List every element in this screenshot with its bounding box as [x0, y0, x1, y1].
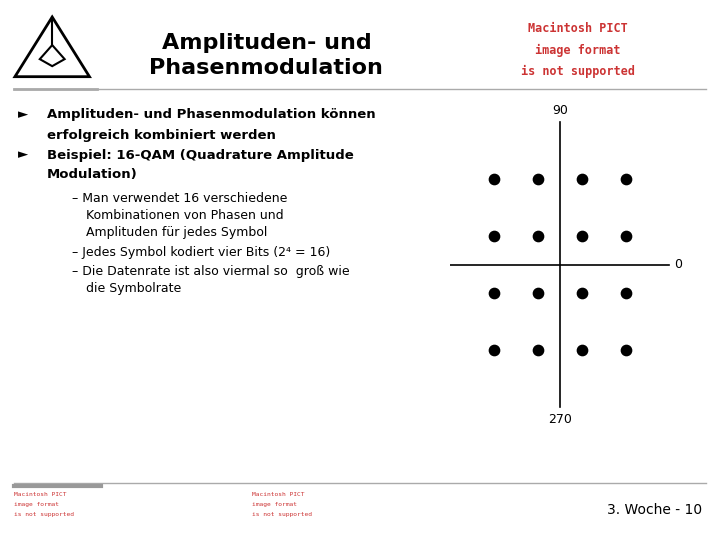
Point: [488, 232, 500, 240]
Text: – Man verwendet 16 verschiedene: – Man verwendet 16 verschiedene: [72, 192, 287, 205]
Text: ►: ►: [18, 108, 28, 121]
Text: Phasenmodulation: Phasenmodulation: [150, 57, 383, 78]
Text: Amplituden für jedes Symbol: Amplituden für jedes Symbol: [86, 226, 268, 239]
Text: Modulation): Modulation): [47, 168, 138, 181]
Text: Beispiel: 16-QAM (Quadrature Amplitude: Beispiel: 16-QAM (Quadrature Amplitude: [47, 148, 354, 161]
Text: erfolgreich kombiniert werden: erfolgreich kombiniert werden: [47, 129, 276, 141]
Point: [488, 175, 500, 184]
Text: die Symbolrate: die Symbolrate: [86, 282, 181, 295]
Point: [620, 289, 631, 298]
Point: [488, 289, 500, 298]
Point: [576, 289, 588, 298]
Text: image format: image format: [252, 502, 297, 507]
Text: – Die Datenrate ist also viermal so  groß wie: – Die Datenrate ist also viermal so groß…: [72, 265, 350, 278]
Text: Kombinationen von Phasen und: Kombinationen von Phasen und: [86, 209, 284, 222]
Text: 90: 90: [552, 104, 567, 117]
Point: [620, 232, 631, 240]
Text: is not supported: is not supported: [521, 64, 635, 78]
Text: is not supported: is not supported: [14, 512, 74, 517]
Text: Amplituden- und Phasenmodulation können: Amplituden- und Phasenmodulation können: [47, 108, 375, 121]
Text: ►: ►: [18, 148, 28, 161]
Point: [532, 289, 544, 298]
Point: [620, 346, 631, 354]
Point: [620, 175, 631, 184]
Text: Macintosh PICT: Macintosh PICT: [528, 23, 628, 36]
Point: [488, 346, 500, 354]
Point: [576, 175, 588, 184]
Point: [532, 232, 544, 240]
Text: 3. Woche - 10: 3. Woche - 10: [607, 503, 702, 517]
Text: image format: image format: [14, 502, 59, 507]
Text: – Jedes Symbol kodiert vier Bits (2⁴ = 16): – Jedes Symbol kodiert vier Bits (2⁴ = 1…: [72, 246, 330, 259]
Text: 270: 270: [548, 413, 572, 426]
Text: Macintosh PICT: Macintosh PICT: [252, 492, 305, 497]
Text: image format: image format: [535, 43, 621, 57]
Text: is not supported: is not supported: [252, 512, 312, 517]
Text: Macintosh PICT: Macintosh PICT: [14, 492, 67, 497]
Text: 0: 0: [674, 258, 682, 271]
Point: [532, 346, 544, 354]
Point: [576, 232, 588, 240]
Text: Amplituden- und: Amplituden- und: [161, 33, 372, 53]
Point: [576, 346, 588, 354]
Point: [532, 175, 544, 184]
